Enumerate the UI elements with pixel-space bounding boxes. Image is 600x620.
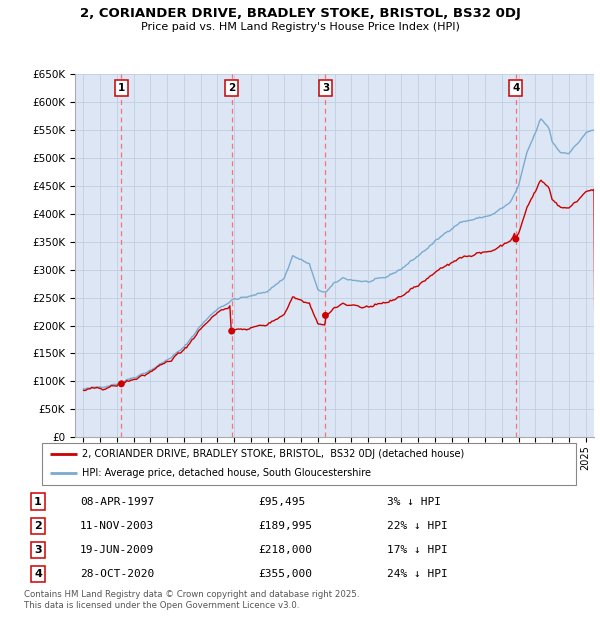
Text: 17% ↓ HPI: 17% ↓ HPI (387, 545, 448, 555)
Text: 22% ↓ HPI: 22% ↓ HPI (387, 521, 448, 531)
Text: 2: 2 (228, 83, 235, 94)
Text: 19-JUN-2009: 19-JUN-2009 (80, 545, 154, 555)
Text: 28-OCT-2020: 28-OCT-2020 (80, 569, 154, 579)
FancyBboxPatch shape (42, 443, 576, 485)
Point (116, 379, 126, 389)
Text: 2, CORIANDER DRIVE, BRADLEY STOKE, BRISTOL, BS32 0DJ: 2, CORIANDER DRIVE, BRADLEY STOKE, BRIST… (80, 7, 520, 20)
Text: 2, CORIANDER DRIVE, BRADLEY STOKE, BRISTOL,  BS32 0DJ (detached house): 2, CORIANDER DRIVE, BRADLEY STOKE, BRIST… (82, 449, 464, 459)
Text: 3% ↓ HPI: 3% ↓ HPI (387, 497, 440, 507)
Text: 08-APR-1997: 08-APR-1997 (80, 497, 154, 507)
Point (227, 326, 236, 336)
Text: £355,000: £355,000 (259, 569, 313, 579)
Text: 3: 3 (34, 545, 42, 555)
Point (320, 311, 330, 321)
Text: £95,495: £95,495 (259, 497, 305, 507)
Text: Price paid vs. HM Land Registry's House Price Index (HPI): Price paid vs. HM Land Registry's House … (140, 22, 460, 32)
Text: 2: 2 (34, 521, 42, 531)
Text: 1: 1 (118, 83, 125, 94)
Text: 11-NOV-2003: 11-NOV-2003 (80, 521, 154, 531)
Text: £189,995: £189,995 (259, 521, 313, 531)
Text: 3: 3 (322, 83, 329, 94)
Text: 1: 1 (34, 497, 42, 507)
Text: 24% ↓ HPI: 24% ↓ HPI (387, 569, 448, 579)
Point (511, 234, 521, 244)
Text: HPI: Average price, detached house, South Gloucestershire: HPI: Average price, detached house, Sout… (82, 469, 371, 479)
Text: £218,000: £218,000 (259, 545, 313, 555)
Text: 4: 4 (512, 83, 520, 94)
Text: 4: 4 (34, 569, 42, 579)
Text: Contains HM Land Registry data © Crown copyright and database right 2025.
This d: Contains HM Land Registry data © Crown c… (24, 590, 359, 609)
